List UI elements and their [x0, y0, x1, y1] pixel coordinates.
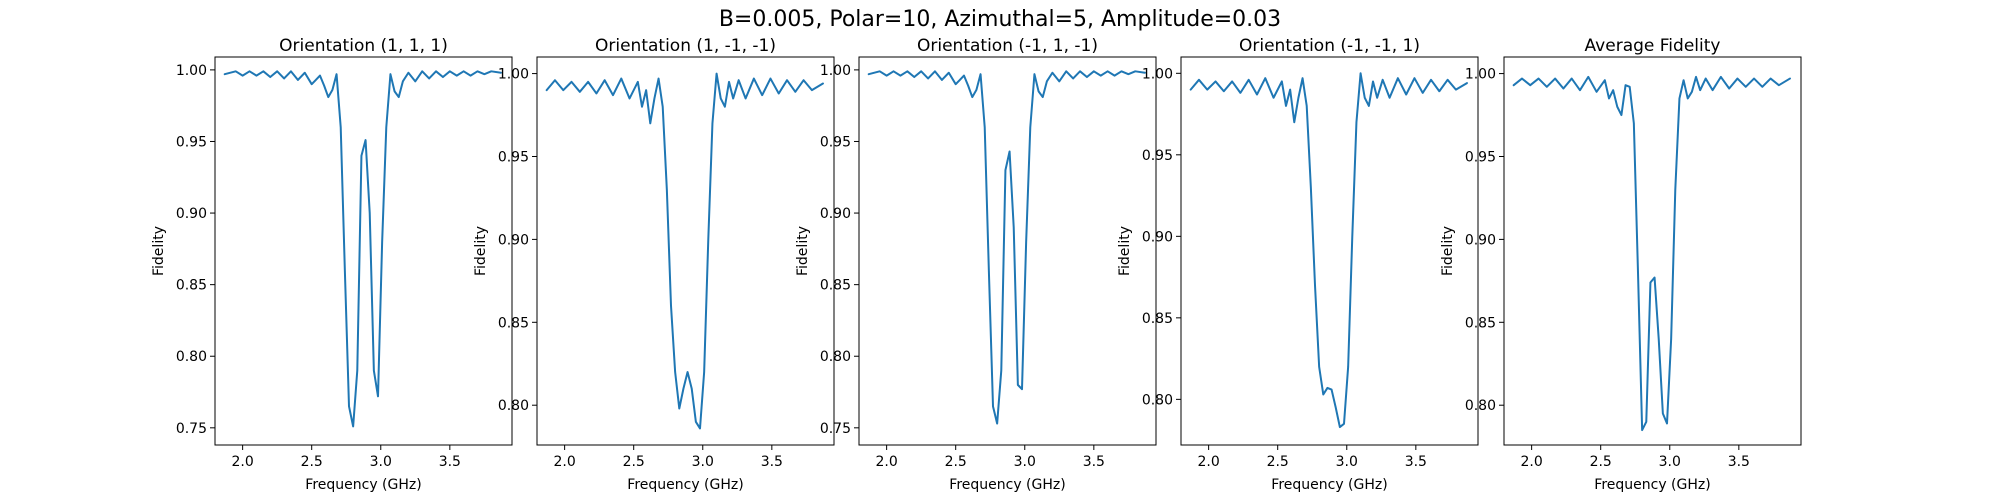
y-tick-label: 0.85 [1465, 315, 1496, 331]
y-tick-label: 0.80 [820, 349, 851, 365]
subplot-4: Orientation (-1, -1, 1) 2.0 2.5 3.0 3.5 0.80 0… [1117, 36, 1479, 493]
y-tick-label: 1.00 [1142, 66, 1173, 82]
y-tick-label: 0.90 [1142, 229, 1173, 245]
y-tick-label: 0.80 [1465, 398, 1496, 414]
x-tick-label: 3.5 [1728, 454, 1750, 470]
y-tick-label: 0.85 [820, 278, 851, 294]
y-tick-label: 0.85 [1142, 311, 1173, 327]
y-tick-label: 0.95 [1142, 148, 1173, 164]
plot-frame [1180, 56, 1479, 446]
x-tick-label: 3.5 [761, 454, 783, 470]
x-axis-label: Frequency (GHz) [627, 477, 743, 493]
y-axis-label: Fidelity [1117, 226, 1133, 276]
y-axis-label: Fidelity [795, 226, 811, 276]
x-axis-label: Frequency (GHz) [305, 477, 421, 493]
subplot-title: Average Fidelity [1585, 36, 1721, 56]
y-tick-label: 0.90 [176, 206, 207, 222]
y-tick-label: 0.80 [1142, 392, 1173, 408]
x-tick-label: 3.0 [1336, 454, 1358, 470]
x-tick-label: 3.5 [1405, 454, 1427, 470]
y-tick-label: 0.80 [176, 349, 207, 365]
y-tick-label: 0.85 [498, 315, 529, 331]
y-tick-label: 1.00 [176, 63, 207, 79]
subplot-2: Orientation (1, -1, -1) 2.0 2.5 3.0 3.5 0.80 0… [473, 36, 835, 493]
y-tick-label: 0.80 [498, 398, 529, 414]
y-tick-label: 0.95 [176, 134, 207, 150]
y-axis-label: Fidelity [473, 226, 489, 276]
x-tick-label: 2.5 [945, 454, 967, 470]
y-tick-label: 0.75 [176, 421, 207, 437]
plot-frame [1503, 56, 1802, 446]
fidelity-series-line [1512, 75, 1791, 432]
subplot-title: Orientation (1, -1, -1) [595, 36, 776, 56]
fidelity-series-line [223, 70, 502, 428]
subplot-title: Orientation (-1, -1, 1) [1239, 36, 1420, 56]
x-tick-label: 2.0 [875, 454, 897, 470]
y-tick-label: 0.90 [1465, 232, 1496, 248]
plot-frame [214, 56, 513, 446]
plot-frame [536, 56, 835, 446]
x-axis-label: Frequency (GHz) [1594, 477, 1710, 493]
x-axis-label: Frequency (GHz) [1271, 477, 1387, 493]
x-tick-label: 2.0 [231, 454, 253, 470]
x-tick-label: 3.5 [439, 454, 461, 470]
x-tick-label: 2.5 [1267, 454, 1289, 470]
figure-suptitle: B=0.005, Polar=10, Azimuthal=5, Amplitud… [719, 7, 1281, 32]
subplot-1: Orientation (1, 1, 1) 2.0 2.5 3.0 3.5 0.75 0.8… [151, 36, 513, 493]
subplot-panels: Orientation (1, 1, 1) 2.0 2.5 3.0 3.5 0.75 0.8… [151, 36, 1802, 493]
y-axis-label: Fidelity [151, 226, 167, 276]
x-tick-label: 3.0 [370, 454, 392, 470]
y-tick-label: 0.95 [1465, 149, 1496, 165]
x-tick-label: 2.5 [623, 454, 645, 470]
plot-frame [858, 56, 1157, 446]
x-tick-label: 2.0 [553, 454, 575, 470]
x-tick-label: 2.5 [301, 454, 323, 470]
y-tick-label: 0.85 [176, 278, 207, 294]
x-tick-label: 2.0 [1520, 454, 1542, 470]
y-tick-label: 0.95 [498, 149, 529, 165]
x-tick-label: 3.5 [1083, 454, 1105, 470]
y-tick-label: 0.75 [820, 421, 851, 437]
y-tick-label: 1.00 [1465, 67, 1496, 83]
x-tick-label: 3.0 [692, 454, 714, 470]
y-tick-label: 0.90 [820, 206, 851, 222]
x-axis-label: Frequency (GHz) [949, 477, 1065, 493]
x-tick-label: 2.0 [1197, 454, 1219, 470]
subplot-title: Orientation (1, 1, 1) [279, 36, 448, 56]
fidelity-series-line [867, 70, 1146, 425]
x-tick-label: 2.5 [1590, 454, 1612, 470]
subplot-5: Average Fidelity 2.0 2.5 3.0 3.5 0.80 0.85 0.90… [1440, 36, 1802, 493]
y-axis-label: Fidelity [1440, 226, 1456, 276]
y-tick-label: 0.95 [820, 134, 851, 150]
y-tick-label: 1.00 [820, 63, 851, 79]
fidelity-series-line [545, 72, 824, 430]
subplot-title: Orientation (-1, 1, -1) [917, 36, 1098, 56]
y-tick-label: 1.00 [498, 67, 529, 83]
fidelity-series-line [1189, 72, 1468, 429]
x-tick-label: 3.0 [1014, 454, 1036, 470]
subplot-3: Orientation (-1, 1, -1) 2.0 2.5 3.0 3.5 0.75 0… [795, 36, 1157, 493]
y-tick-label: 0.90 [498, 232, 529, 248]
x-tick-label: 3.0 [1659, 454, 1681, 470]
